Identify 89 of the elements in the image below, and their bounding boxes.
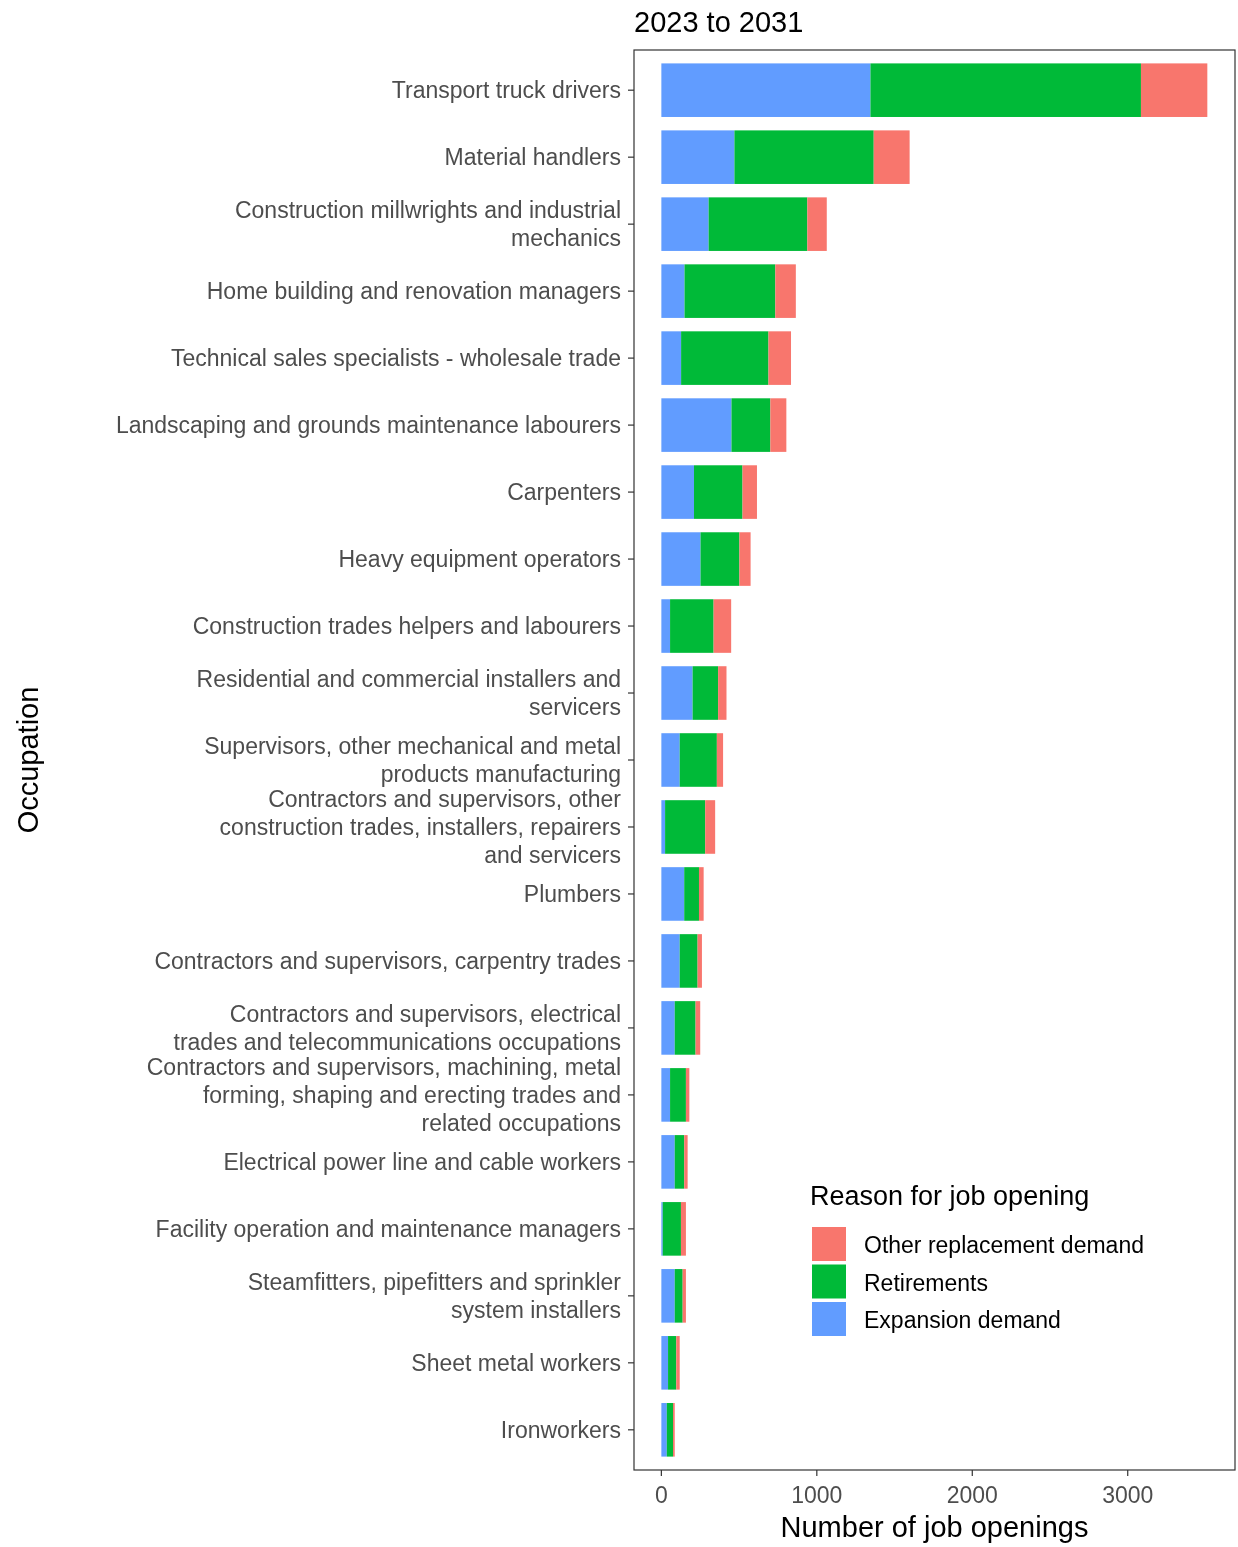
bar [668, 1336, 677, 1390]
y-tick-label: Steamfitters, pipefitters and sprinkler system installers [247, 1268, 622, 1323]
bar [661, 465, 695, 519]
y-tick-label: Electrical power line and cable workers [223, 1148, 621, 1175]
y-tick-label: Supervisors, other mechanical and metal products manufacturing [204, 733, 621, 787]
bar [692, 666, 719, 720]
bar [661, 532, 701, 586]
bar [661, 264, 685, 318]
bar [807, 197, 827, 251]
bar [661, 733, 680, 787]
bar [708, 197, 808, 251]
y-tick-label: Residential and commercial installers and servicers [196, 666, 621, 721]
bar [679, 934, 698, 988]
bar [661, 1135, 675, 1189]
bar [694, 465, 743, 519]
x-tick-label: 0 [654, 1482, 668, 1508]
bar [742, 465, 757, 519]
bar [661, 1269, 675, 1323]
bar [731, 398, 771, 452]
bar [661, 398, 732, 452]
bar [661, 867, 685, 921]
bar [705, 800, 716, 854]
bar [661, 130, 735, 184]
bar [680, 1202, 686, 1256]
bar [870, 63, 1141, 117]
chart-title: 2023 to 2031 [634, 6, 804, 38]
y-tick-label: Sheet metal workers [411, 1349, 621, 1376]
y-tick-label: Carpenters [507, 479, 621, 506]
y-tick-label: Material handlers [444, 144, 621, 171]
bar [661, 1336, 669, 1390]
y-tick-label: Landscaping and grounds maintenance labourers [115, 412, 621, 439]
bar [661, 63, 871, 117]
bar [718, 666, 727, 720]
bar [684, 1135, 688, 1189]
bar [670, 599, 714, 653]
bar [684, 264, 776, 318]
bar [674, 1001, 696, 1055]
y-tick-label: Contractors and supervisors, carpentry trades [154, 947, 621, 974]
y-axis-title: Occupation [12, 686, 44, 834]
x-tick-label: 2000 [946, 1482, 998, 1508]
bar [665, 800, 706, 854]
bar [679, 733, 717, 787]
bar [1140, 63, 1208, 117]
bar [661, 331, 682, 385]
bar [674, 1269, 683, 1323]
bar [661, 800, 666, 854]
bar [661, 934, 680, 988]
y-tick-label: Plumbers [523, 880, 621, 907]
y-tick-label: Ironworkers [500, 1416, 621, 1443]
bar [676, 1336, 680, 1390]
bar [661, 666, 693, 720]
bar [670, 1068, 686, 1122]
x-axis-title: Number of job openings [780, 1511, 1089, 1543]
bar [698, 867, 704, 921]
bar [661, 1403, 667, 1457]
bar [666, 1403, 674, 1457]
bar [716, 733, 724, 787]
bar [739, 532, 751, 586]
y-tick-label: Facility operation and maintenance managers [155, 1215, 621, 1242]
bar [662, 1202, 681, 1256]
x-tick-label: 1000 [791, 1482, 843, 1508]
legend-label: Expansion demand [864, 1307, 1061, 1333]
y-tick-label: Transport truck drivers [391, 77, 621, 104]
bar [661, 197, 709, 251]
y-tick-label: Construction millwrights and industrial mechanics [234, 197, 621, 252]
bar [684, 867, 699, 921]
bar [713, 599, 732, 653]
bar [674, 1135, 685, 1189]
bar [661, 599, 671, 653]
bar [700, 532, 740, 586]
legend-label: Other replacement demand [864, 1232, 1144, 1258]
x-tick-label: 3000 [1102, 1482, 1154, 1508]
bar [697, 934, 702, 988]
legend-label: Retirements [864, 1269, 988, 1296]
y-tick-label: Heavy equipment operators [338, 546, 621, 573]
bar [775, 264, 796, 318]
y-tick-label: Technical sales specialists - wholesale trade [171, 345, 621, 372]
bar [661, 1068, 671, 1122]
bar [768, 331, 792, 385]
bar [734, 130, 874, 184]
bar [661, 1001, 675, 1055]
bar [681, 331, 769, 385]
y-tick-label: Home building and renovation managers [206, 278, 621, 305]
bar [682, 1269, 686, 1323]
bar [873, 130, 910, 184]
y-tick-label: Contractors and supervisors, electrical trades and telecommunications occupations [173, 1000, 621, 1055]
legend-title: Reason for job opening [810, 1181, 1090, 1211]
y-tick-label: Construction trades helpers and labourers [192, 613, 621, 640]
bar [770, 398, 787, 452]
